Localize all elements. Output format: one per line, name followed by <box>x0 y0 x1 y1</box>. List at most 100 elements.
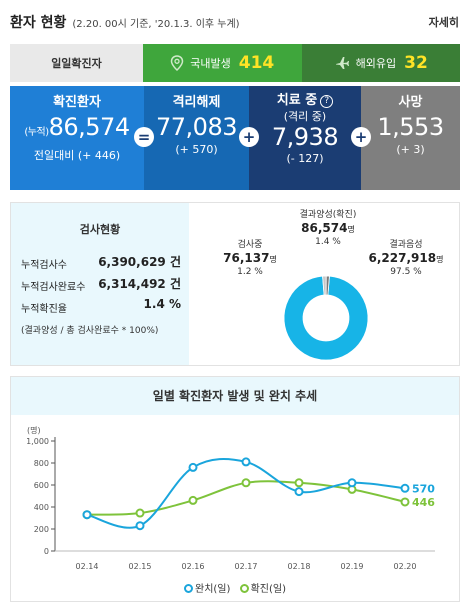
daily-overseas: 해외유입 32 <box>301 44 460 82</box>
test-status-card: 검사현황 누적검사수 6,390,629 건 누적검사완료수 6,314,492… <box>10 202 460 366</box>
data-point <box>400 497 410 507</box>
test-row-value: 1.4 % <box>143 297 181 311</box>
stat-death: 사망 1,553 (+ 3) <box>361 86 460 190</box>
equals-icon: = <box>134 127 154 147</box>
data-point <box>241 457 251 467</box>
donut-slice-negative <box>283 275 369 361</box>
y-tick-label: 400 <box>34 503 49 512</box>
test-row-label: 누적검사완료수 <box>21 282 86 293</box>
stat-death-value: 1,553 <box>377 113 444 141</box>
donut-negative-label: 결과음성 <box>389 240 423 250</box>
donut-label-positive: 결과양성(확진) 86,574명 1.4 % <box>275 209 381 249</box>
donut-positive-label: 결과양성(확진) <box>299 210 357 220</box>
data-point <box>135 508 145 518</box>
legend-item-released[interactable]: 완치(일) <box>184 580 230 595</box>
header: 환자 현황 (2.20. 00시 기준, '20.1.3. 이후 누계) 자세히 <box>0 0 471 42</box>
end-value-label: 570 <box>412 482 435 495</box>
x-tick-label: 02.18 <box>288 562 311 571</box>
page-title: 환자 현황 (2.20. 00시 기준, '20.1.3. 이후 누계) <box>10 15 240 31</box>
stat-confirmed-prefix: (누적) <box>24 127 49 138</box>
legend-item-confirmed[interactable]: 확진(일) <box>239 580 286 595</box>
data-point <box>135 521 145 531</box>
donut-testing-pct: 1.2 % <box>237 267 263 277</box>
stat-released-change: (+ 570) <box>175 143 218 156</box>
x-tick-label: 02.17 <box>235 562 258 571</box>
detail-link[interactable]: 자세히 <box>428 16 459 29</box>
stat-treating-sublabel: (격리 중) <box>283 110 327 123</box>
stat-confirmed-value: (누적)86,574 <box>24 113 130 141</box>
test-status-title: 검사현황 <box>79 223 121 236</box>
donut-positive-value: 86,574명 <box>301 221 355 235</box>
help-icon[interactable]: ? <box>320 95 334 108</box>
stat-released: 격리해제 77,083 (+ 570) <box>144 86 249 190</box>
stat-treating-label: 치료 중? <box>249 92 361 110</box>
x-tick-label: 02.16 <box>182 562 205 571</box>
test-note: (결과양성 / 총 검사완료수 * 100%) <box>21 326 159 336</box>
data-point <box>188 462 198 472</box>
airplane-icon <box>335 57 349 69</box>
data-point <box>294 478 304 488</box>
end-value-label: 446 <box>412 496 435 509</box>
stat-death-change: (+ 3) <box>396 143 425 156</box>
test-summary: 검사현황 누적검사수 6,390,629 건 누적검사완료수 6,314,492… <box>11 203 189 365</box>
location-pin-icon <box>170 55 184 71</box>
data-point <box>294 487 304 497</box>
x-tick-label: 02.19 <box>341 562 364 571</box>
page-subtitle: (2.20. 00시 기준, '20.1.3. 이후 누계) <box>72 19 240 30</box>
stat-confirmed: 확진환자 (누적)86,574 전일대비 (+ 446) <box>10 86 144 190</box>
data-point <box>347 478 357 488</box>
data-point <box>241 478 251 488</box>
test-result-donut: 결과양성(확진) 86,574명 1.4 % 검사중 76,137명 1.2 %… <box>189 203 459 365</box>
daily-cases-bar: 일일확진자 국내발생 414 해외유입 32 <box>10 44 460 82</box>
data-point <box>82 510 92 520</box>
test-row-value: 6,314,492 건 <box>98 277 181 291</box>
stat-released-label: 격리해제 <box>172 95 221 110</box>
trend-chart-title: 일별 확진환자 발생 및 완치 추세 <box>11 377 459 415</box>
donut-label-testing: 검사중 76,137명 1.2 % <box>213 239 287 279</box>
case-stats: 확진환자 (누적)86,574 전일대비 (+ 446) 격리해제 77,083… <box>10 86 460 190</box>
daily-trend-card: 일별 확진환자 발생 및 완치 추세 (명) 0 200 400 600 800 1,000… <box>10 376 460 602</box>
y-tick-label: 200 <box>34 525 49 534</box>
plus-icon: + <box>351 127 371 147</box>
donut-slice-testing <box>325 275 330 296</box>
daily-cases-label: 일일확진자 <box>10 44 143 82</box>
donut-testing-value: 76,137명 <box>223 251 277 265</box>
test-row-label: 누적확진율 <box>21 304 67 315</box>
test-row-label: 누적검사수 <box>21 260 67 271</box>
stat-death-label: 사망 <box>398 95 423 110</box>
test-row-value: 6,390,629 건 <box>98 255 181 269</box>
series-line-0 <box>86 458 406 529</box>
donut-negative-value: 6,227,918명 <box>368 251 444 265</box>
daily-overseas-label: 해외유입 <box>355 57 397 70</box>
donut-testing-label: 검사중 <box>237 240 263 250</box>
trend-line-chart: (명) 0 200 400 600 800 1,000 02.14 02.15 02.16 02.1… <box>26 425 435 571</box>
donut-negative-pct: 97.5 % <box>390 267 422 277</box>
data-point <box>400 483 410 493</box>
daily-domestic-value: 414 <box>238 53 275 73</box>
daily-domestic: 국내발생 414 <box>143 44 302 82</box>
daily-domestic-label: 국내발생 <box>190 57 231 70</box>
y-tick-label: 1,000 <box>26 437 49 446</box>
y-tick-label: 0 <box>44 547 49 556</box>
x-tick-label: 02.15 <box>129 562 152 571</box>
x-tick-label: 02.20 <box>394 562 417 571</box>
donut-positive-pct: 1.4 % <box>315 237 341 247</box>
daily-overseas-value: 32 <box>404 53 428 73</box>
stat-confirmed-label: 확진환자 <box>53 95 101 110</box>
y-tick-label: 800 <box>34 459 49 468</box>
y-tick-label: 600 <box>34 481 49 490</box>
y-axis-unit: (명) <box>27 425 41 435</box>
donut-label-negative: 결과음성 6,227,918명 97.5 % <box>357 239 455 279</box>
legend-released-marker <box>184 584 193 593</box>
donut-chart <box>283 275 369 361</box>
stat-confirmed-change: 전일대비 (+ 446) <box>33 149 121 162</box>
legend-confirmed-marker <box>239 584 249 593</box>
data-point <box>188 495 198 505</box>
x-tick-label: 02.14 <box>76 562 99 571</box>
stat-treating-change: (- 127) <box>286 152 324 165</box>
stat-treating: 치료 중? (격리 중) 7,938 (- 127) <box>249 86 361 190</box>
plus-icon: + <box>239 127 259 147</box>
stat-released-value: 77,083 <box>156 113 237 141</box>
stat-treating-value: 7,938 <box>271 123 339 151</box>
chart-legend: 완치(일) 확진(일) <box>11 580 459 595</box>
